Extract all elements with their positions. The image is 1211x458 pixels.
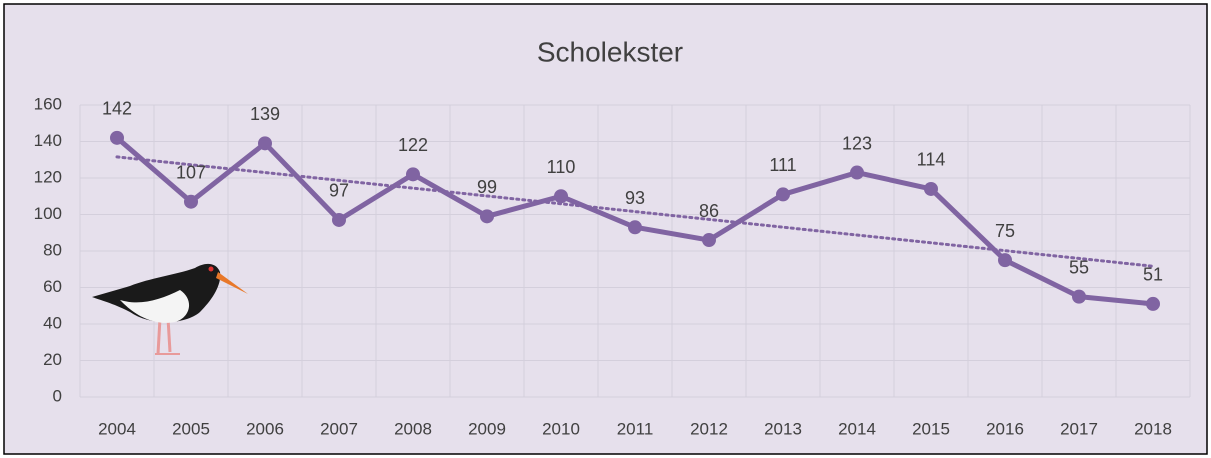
data-point [480, 209, 494, 223]
data-label: 93 [625, 188, 645, 208]
data-point [924, 182, 938, 196]
data-label: 107 [176, 162, 206, 182]
data-point [184, 195, 198, 209]
data-label: 55 [1069, 257, 1089, 277]
x-tick-label: 2004 [98, 419, 136, 438]
data-point [110, 131, 124, 145]
x-tick-label: 2014 [838, 419, 876, 438]
y-tick-label: 140 [34, 131, 62, 150]
x-tick-label: 2015 [912, 419, 950, 438]
data-point [998, 253, 1012, 267]
x-tick-label: 2008 [394, 419, 432, 438]
chart-background [4, 4, 1207, 454]
y-tick-label: 80 [43, 240, 62, 259]
x-tick-label: 2006 [246, 419, 284, 438]
y-tick-label: 120 [34, 167, 62, 186]
x-tick-label: 2007 [320, 419, 358, 438]
x-tick-label: 2018 [1134, 419, 1172, 438]
x-tick-label: 2009 [468, 419, 506, 438]
chart-title: Scholekster [537, 36, 683, 67]
y-tick-label: 160 [34, 94, 62, 113]
data-label: 86 [699, 201, 719, 221]
x-tick-label: 2016 [986, 419, 1024, 438]
data-point [702, 233, 716, 247]
data-point [1072, 290, 1086, 304]
data-label: 114 [917, 150, 946, 170]
y-tick-label: 40 [43, 313, 62, 332]
data-label: 51 [1143, 265, 1163, 285]
data-label: 139 [250, 104, 280, 124]
data-point [776, 187, 790, 201]
x-tick-label: 2005 [172, 419, 210, 438]
x-tick-label: 2017 [1060, 419, 1098, 438]
x-tick-label: 2011 [617, 419, 654, 438]
y-tick-label: 20 [43, 350, 62, 369]
data-point [554, 189, 568, 203]
data-label: 122 [398, 135, 428, 155]
x-tick-label: 2010 [542, 419, 580, 438]
data-label: 123 [842, 133, 872, 153]
data-label: 99 [477, 177, 497, 197]
data-point [1146, 297, 1160, 311]
chart: Scholekster 0 20 40 60 80 100 120 140 160 2004 200… [0, 0, 1211, 458]
data-point [406, 167, 420, 181]
data-label: 110 [547, 157, 576, 177]
data-point [850, 166, 864, 180]
data-label: 97 [329, 181, 349, 201]
y-tick-label: 60 [43, 277, 62, 296]
data-point [628, 220, 642, 234]
data-point [332, 213, 346, 227]
x-tick-label: 2013 [764, 419, 802, 438]
y-tick-label: 100 [34, 204, 62, 223]
data-label: 75 [995, 221, 1015, 241]
data-label: 142 [102, 99, 132, 119]
x-tick-label: 2012 [690, 419, 728, 438]
data-point [258, 136, 272, 150]
data-label: 111 [769, 155, 796, 175]
y-tick-label: 0 [53, 386, 62, 405]
